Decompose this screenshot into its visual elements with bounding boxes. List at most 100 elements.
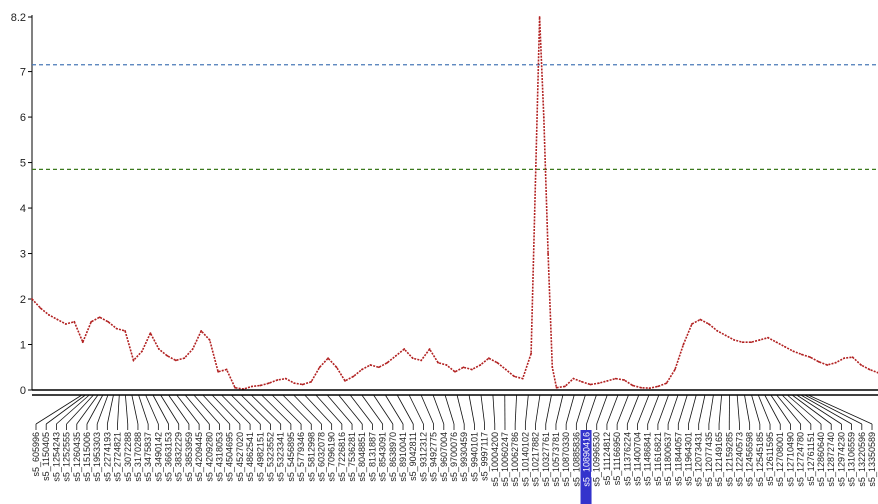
marker-label[interactable]: s5_3832229 <box>174 432 184 482</box>
marker-label[interactable]: s5_9997117 <box>480 432 490 481</box>
marker-label[interactable]: s5_10870330 <box>561 432 571 487</box>
marker-label[interactable]: s5_1254243 <box>51 432 61 482</box>
marker-label[interactable]: s5_11486841 <box>643 432 653 486</box>
marker-label[interactable]: s5_5456895 <box>286 432 296 482</box>
data-point <box>420 359 423 362</box>
marker-connector <box>240 394 271 425</box>
marker-label[interactable]: s5_6032078 <box>316 432 326 482</box>
marker-label[interactable]: s5_12149165 <box>714 432 724 487</box>
marker-label[interactable]: s5_11844057 <box>673 432 683 486</box>
data-point <box>200 329 203 332</box>
marker-label[interactable]: s5_10890416 <box>582 432 592 487</box>
marker-label[interactable]: s5_11166950 <box>612 432 622 485</box>
marker-connector <box>616 394 629 425</box>
data-point <box>174 359 177 362</box>
marker-label[interactable]: s5_12240573 <box>734 432 744 487</box>
marker-label[interactable]: s5_605996 <box>31 432 41 477</box>
marker-label[interactable]: s5_4862541 <box>245 432 255 482</box>
marker-label[interactable]: s5_11800637 <box>663 432 673 486</box>
marker-label[interactable]: s5_3663153 <box>164 432 174 482</box>
marker-connector <box>385 394 404 425</box>
marker-connector <box>168 394 190 425</box>
marker-label[interactable]: s5_8543091 <box>378 432 388 482</box>
marker-label[interactable]: s5_3853959 <box>184 432 194 482</box>
marker-label[interactable]: s5_2724821 <box>113 432 123 482</box>
marker-label[interactable]: s5_1515006 <box>82 432 92 482</box>
marker-label[interactable]: s5_7226816 <box>337 432 347 482</box>
marker-label[interactable]: s5_13350589 <box>867 432 877 487</box>
marker-label[interactable]: s5_1150405 <box>41 432 51 481</box>
marker-label[interactable]: s5_10573781 <box>551 432 561 487</box>
marker-connector <box>373 394 394 425</box>
marker-label[interactable]: s5_5323552 <box>265 432 275 482</box>
marker-label[interactable]: s5_8131887 <box>367 432 377 482</box>
marker-connector <box>744 394 751 425</box>
marker-connector <box>657 394 669 425</box>
marker-label[interactable]: s5_9930459 <box>459 432 469 482</box>
marker-label[interactable]: s5_1260435 <box>72 432 82 482</box>
marker-label[interactable]: s5_7096190 <box>327 432 337 482</box>
marker-label[interactable]: s5_11124812 <box>602 432 612 485</box>
marker-label[interactable]: s5_3490142 <box>153 432 163 482</box>
marker-label[interactable]: s5_4982151 <box>255 432 265 482</box>
marker-label[interactable]: s5_12456598 <box>745 432 755 487</box>
marker-label[interactable]: s5_3170288 <box>133 432 143 482</box>
marker-label[interactable]: s5_11616821 <box>653 432 663 486</box>
data-point <box>149 332 152 335</box>
marker-label[interactable]: s5_12974230 <box>836 432 846 487</box>
data-point <box>259 384 262 387</box>
marker-label[interactable]: s5_12872740 <box>826 432 836 487</box>
marker-label[interactable]: s5_8910041 <box>398 432 408 482</box>
marker-label[interactable]: s5_9940101 <box>469 432 479 482</box>
marker-label[interactable]: s5_10004200 <box>490 432 500 487</box>
marker-label[interactable]: s5_12159285 <box>724 432 734 487</box>
marker-label[interactable]: s5_9312312 <box>418 432 428 482</box>
marker-label[interactable]: s5_3475837 <box>143 432 153 482</box>
marker-label[interactable]: s5_12077435 <box>704 432 714 487</box>
marker-label[interactable]: s5_7536281 <box>347 432 357 482</box>
marker-label[interactable]: s5_10060247 <box>500 432 510 487</box>
marker-label[interactable]: s5_12860640 <box>816 432 826 487</box>
marker-label[interactable]: s5_4527020 <box>235 432 245 482</box>
data-point <box>513 375 516 378</box>
marker-label[interactable]: s5_13220596 <box>857 432 867 487</box>
marker-label[interactable]: s5_5779346 <box>296 432 306 482</box>
marker-connector <box>791 394 832 425</box>
marker-label[interactable]: s5_11400704 <box>633 432 643 486</box>
marker-label[interactable]: s5_9042811 <box>408 432 418 481</box>
marker-label[interactable]: s5_3072288 <box>123 432 133 482</box>
data-point <box>699 318 702 321</box>
marker-label[interactable]: s5_11376224 <box>622 432 632 486</box>
marker-label[interactable]: s5_4318053 <box>215 432 225 482</box>
marker-label[interactable]: s5_10885836 <box>571 432 581 487</box>
marker-label[interactable]: s5_10327761 <box>541 432 551 487</box>
marker-label[interactable]: s5_9700076 <box>449 432 459 482</box>
marker-label[interactable]: s5_5323341 <box>276 432 286 482</box>
marker-label[interactable]: s5_2274193 <box>102 432 112 482</box>
marker-label[interactable]: s5_12761151 <box>806 432 816 486</box>
marker-label[interactable]: s5_12073431 <box>694 432 704 487</box>
marker-label[interactable]: s5_1252555 <box>62 432 72 482</box>
marker-label[interactable]: s5_12710490 <box>785 432 795 487</box>
marker-label[interactable]: s5_4504695 <box>225 432 235 482</box>
marker-connector <box>688 394 697 425</box>
marker-label[interactable]: s5_5812998 <box>306 432 316 482</box>
marker-label[interactable]: s5_8638970 <box>388 432 398 482</box>
marker-label[interactable]: s5_12708001 <box>775 432 785 487</box>
marker-label[interactable]: s5_12724780 <box>796 432 806 487</box>
marker-label[interactable]: s5_12611595 <box>765 432 775 486</box>
marker-label[interactable]: s5_10996530 <box>592 432 602 487</box>
marker-label[interactable]: s5_8048851 <box>357 432 367 482</box>
marker-label[interactable]: s5_12545185 <box>755 432 765 487</box>
marker-label[interactable]: s5_10140102 <box>520 432 530 487</box>
marker-label[interactable]: s5_9607004 <box>439 432 449 482</box>
marker-label[interactable]: s5_4209445 <box>194 432 204 482</box>
marker-label[interactable]: s5_10217882 <box>531 432 541 487</box>
marker-label[interactable]: s5_4209280 <box>204 432 214 482</box>
marker-label[interactable]: s5_13106559 <box>847 432 857 487</box>
marker-label[interactable]: s5_11964301 <box>683 432 693 486</box>
data-point <box>674 368 676 371</box>
marker-label[interactable]: s5_9492775 <box>429 432 439 482</box>
marker-label[interactable]: s5_1953303 <box>92 432 102 482</box>
marker-label[interactable]: s5_10062786 <box>510 432 520 487</box>
